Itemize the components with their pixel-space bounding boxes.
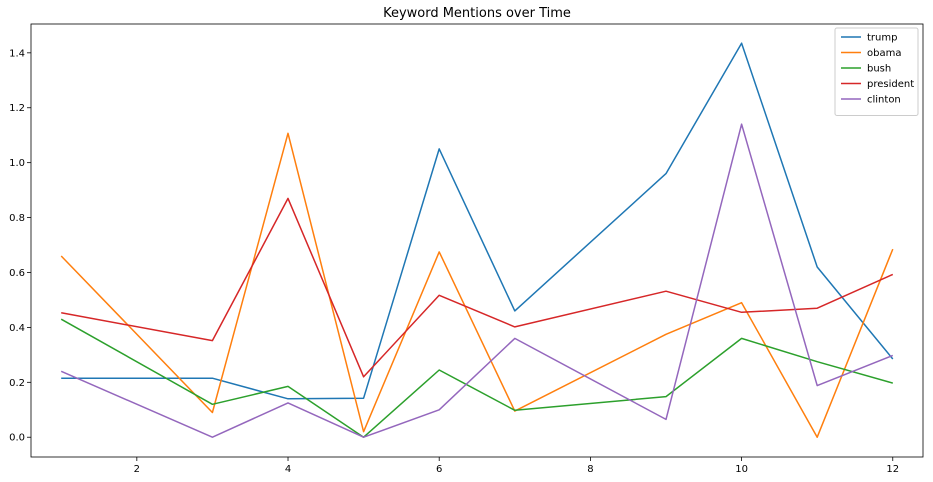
series-line-trump bbox=[61, 42, 894, 400]
x-tick-label: 4 bbox=[285, 464, 291, 475]
y-tick-label: 0.4 bbox=[9, 323, 25, 334]
legend: trump obama bush president clinton bbox=[834, 27, 919, 116]
legend-box bbox=[834, 27, 919, 116]
x-tick-label: 10 bbox=[735, 464, 748, 475]
x-tick-label: 2 bbox=[134, 464, 140, 475]
legend-label-obama: obama bbox=[867, 48, 901, 59]
x-tick-label: 12 bbox=[886, 464, 899, 475]
y-tick-label: 1.0 bbox=[9, 158, 25, 169]
y-tick-label: 0.2 bbox=[9, 378, 25, 389]
legend-label-clinton: clinton bbox=[867, 95, 901, 106]
plot-frame bbox=[30, 23, 924, 458]
legend-label-bush: bush bbox=[867, 64, 891, 75]
series-line-obama bbox=[60, 132, 894, 438]
chart-title: Keyword Mentions over Time bbox=[383, 6, 571, 21]
series-line-bush bbox=[60, 318, 894, 438]
y-tick-label: 0.6 bbox=[9, 268, 25, 279]
y-tick-label: 0.0 bbox=[9, 433, 25, 444]
y-tick-label: 1.2 bbox=[9, 103, 25, 114]
y-tick-label: 0.8 bbox=[9, 213, 25, 224]
series-line-clinton bbox=[60, 123, 894, 438]
y-tick-label: 1.4 bbox=[9, 48, 25, 59]
legend-label-trump: trump bbox=[867, 33, 897, 44]
x-tick-label: 6 bbox=[436, 464, 442, 475]
series-line-president bbox=[61, 197, 894, 378]
legend-label-president: president bbox=[867, 79, 914, 90]
x-tick-label: 8 bbox=[587, 464, 593, 475]
